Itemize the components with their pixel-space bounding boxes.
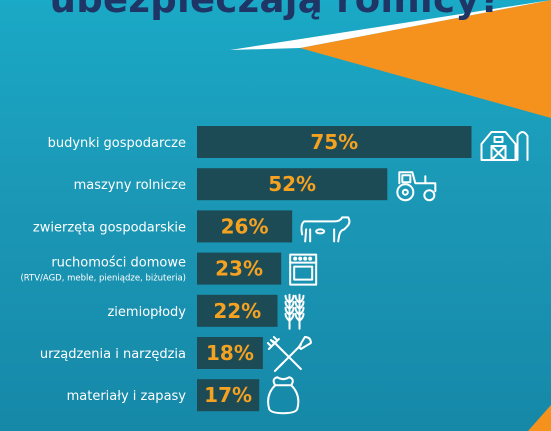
category-label: ziemiopłody bbox=[107, 305, 186, 320]
rake-shovel-icon bbox=[266, 336, 312, 372]
bar bbox=[197, 337, 263, 369]
tractor-icon bbox=[396, 171, 437, 202]
corner-accent bbox=[528, 405, 551, 431]
value-label: 52% bbox=[268, 172, 316, 196]
category-label: zwierzęta gospodarskie bbox=[33, 220, 186, 235]
sack-icon bbox=[267, 376, 300, 415]
white-band bbox=[230, 0, 551, 50]
value-label: 18% bbox=[206, 341, 254, 365]
category-label: budynki gospodarcze bbox=[48, 136, 186, 151]
value-label: 75% bbox=[310, 130, 358, 154]
category-label: maszyny rolnicze bbox=[74, 178, 186, 193]
bar bbox=[197, 210, 293, 243]
cow-icon bbox=[300, 216, 351, 243]
category-label: urządzenia i narzędzia bbox=[40, 347, 186, 362]
value-label: 23% bbox=[215, 257, 263, 281]
bar bbox=[197, 294, 278, 327]
category-label: ruchomości domowe bbox=[51, 256, 186, 271]
chart-title: ubezpieczają rolnicy? bbox=[0, 0, 551, 21]
barn-icon bbox=[480, 131, 529, 161]
bar bbox=[197, 126, 472, 158]
stove-icon bbox=[289, 253, 318, 286]
category-label: materiały i zapasy bbox=[67, 389, 187, 404]
wheat-icon bbox=[284, 293, 305, 330]
orange-triangle bbox=[300, 0, 551, 118]
value-label: 17% bbox=[204, 383, 252, 407]
value-label: 22% bbox=[213, 299, 261, 323]
value-label: 26% bbox=[221, 214, 269, 238]
bar bbox=[197, 252, 282, 285]
bar bbox=[197, 379, 260, 412]
bar bbox=[197, 168, 388, 201]
category-note: (RTV/AGD, meble, pieniądze, biżuteria) bbox=[20, 274, 186, 284]
